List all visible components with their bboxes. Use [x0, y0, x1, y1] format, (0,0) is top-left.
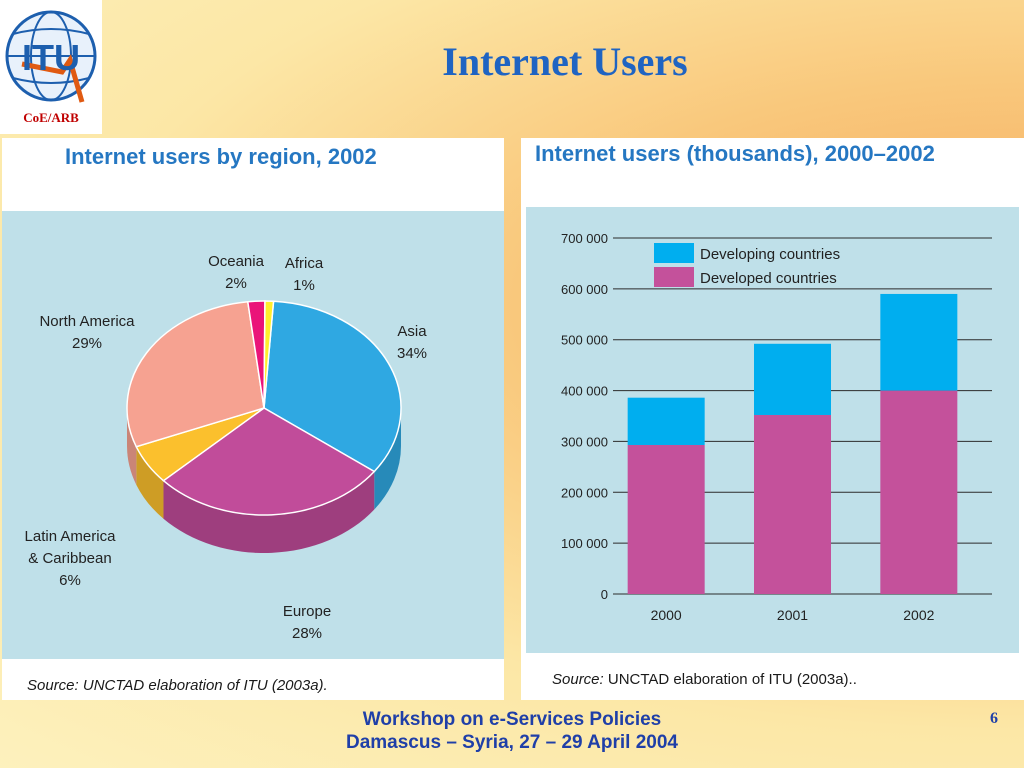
- pie-slice-side: [136, 446, 164, 519]
- bar-developed-2000: [627, 444, 705, 594]
- pie-label: Latin America: [25, 528, 117, 545]
- y-tick-label: 200 000: [561, 485, 608, 500]
- bar-chart-title: Internet users (thousands), 2000–2002: [535, 141, 935, 166]
- bar-developed-2001: [754, 414, 831, 594]
- y-tick-label: 600 000: [561, 282, 608, 297]
- x-tick-label: 2002: [903, 607, 934, 623]
- logo-caption: CoE/ARB: [23, 110, 79, 125]
- bar-developing-2000: [627, 397, 705, 445]
- y-tick-label: 0: [601, 587, 608, 602]
- bar-chart-panel: Internet users (thousands), 2000–2002 0 1…: [521, 138, 1024, 700]
- x-tick-label: 2001: [777, 607, 808, 623]
- pie-label: Oceania: [208, 253, 265, 270]
- footer-line-2: Damascus – Syria, 27 – 29 April 2004: [345, 732, 678, 753]
- pie-label: Asia: [397, 323, 427, 340]
- pie-slice-side: [374, 408, 401, 510]
- y-tick-label: 500 000: [561, 333, 608, 348]
- itu-globe-icon: ITU: [5, 10, 97, 103]
- pie-label: & Caribbean: [28, 550, 111, 567]
- bar-developed-2002: [880, 390, 958, 594]
- bar-source-text: UNCTAD elaboration of ITU (2003a)..: [607, 671, 857, 688]
- pie-label: Africa: [285, 255, 324, 272]
- pie-source-label: Source:: [27, 677, 79, 694]
- pie-value-label: 6%: [59, 572, 81, 589]
- slide-title: Internet Users: [442, 39, 688, 84]
- pie-chart: Asia 34% Europe 28% Latin America & Caribbean…: [25, 253, 428, 642]
- legend-label: Developed countries: [700, 270, 837, 287]
- pie-label-group: North America 29%: [39, 313, 135, 352]
- pie-chart-title: Internet users by region, 2002: [65, 144, 377, 169]
- footer-line-1: Workshop on e-Services Policies: [362, 709, 662, 730]
- y-tick-label: 700 000: [561, 231, 608, 246]
- pie-source-text: UNCTAD elaboration of ITU (2003a).: [82, 677, 328, 694]
- bar-developing-2001: [754, 343, 831, 415]
- legend-swatch: [654, 243, 694, 263]
- bar-source: Source: UNCTAD elaboration of ITU (2003a…: [552, 671, 857, 688]
- pie-value-label: 1%: [293, 277, 315, 294]
- pie-value-label: 29%: [72, 335, 102, 352]
- page-number: 6: [990, 710, 998, 727]
- pie-slice-side: [127, 408, 137, 485]
- pie-label: Europe: [283, 603, 331, 620]
- y-tick-label: 100 000: [561, 536, 608, 551]
- pie-label-group: Africa 1%: [285, 255, 324, 294]
- pie-value-label: 2%: [225, 275, 247, 292]
- footer: Workshop on e-Services Policies Damascus…: [262, 708, 762, 754]
- bar-chart: 0 100 000 200 000 300 000 400 000 500 000 600 …: [561, 231, 992, 623]
- pie-value-label: 34%: [397, 345, 427, 362]
- bar-developing-2002: [880, 293, 958, 391]
- x-tick-label: 2000: [651, 607, 682, 623]
- legend-label: Developing countries: [700, 246, 840, 263]
- itu-logo: ITU CoE/ARB: [0, 0, 102, 134]
- bar-source-label: Source:: [552, 671, 604, 688]
- legend-swatch: [654, 267, 694, 287]
- pie-value-label: 28%: [292, 625, 322, 642]
- pie-slice-asia: [263, 300, 402, 473]
- pie-label: North America: [39, 313, 135, 330]
- logo-text: ITU: [22, 37, 80, 78]
- pie-slice-africa: [263, 300, 275, 409]
- pie-label-group: Europe 28%: [283, 603, 331, 642]
- y-tick-label: 300 000: [561, 434, 608, 449]
- pie-chart-panel: Internet users by region, 2002 Asia 34% Eu…: [2, 138, 504, 700]
- pie-source: Source: UNCTAD elaboration of ITU (2003a…: [27, 677, 328, 694]
- pie-slice-side: [163, 471, 375, 553]
- pie-label-group: Asia 34%: [397, 323, 427, 362]
- pie-label-group: Oceania 2%: [208, 253, 265, 292]
- y-tick-label: 400 000: [561, 384, 608, 399]
- pie-slice-europe: [162, 407, 376, 516]
- pie-plot-area: Asia 34% Europe 28% Latin America & Caribbean…: [2, 211, 504, 659]
- pie-label-group: Latin America & Caribbean 6%: [25, 528, 117, 589]
- pie-slice-north-america: [126, 300, 265, 448]
- bar-plot-area: 0 100 000 200 000 300 000 400 000 500 000 600 …: [526, 207, 1019, 653]
